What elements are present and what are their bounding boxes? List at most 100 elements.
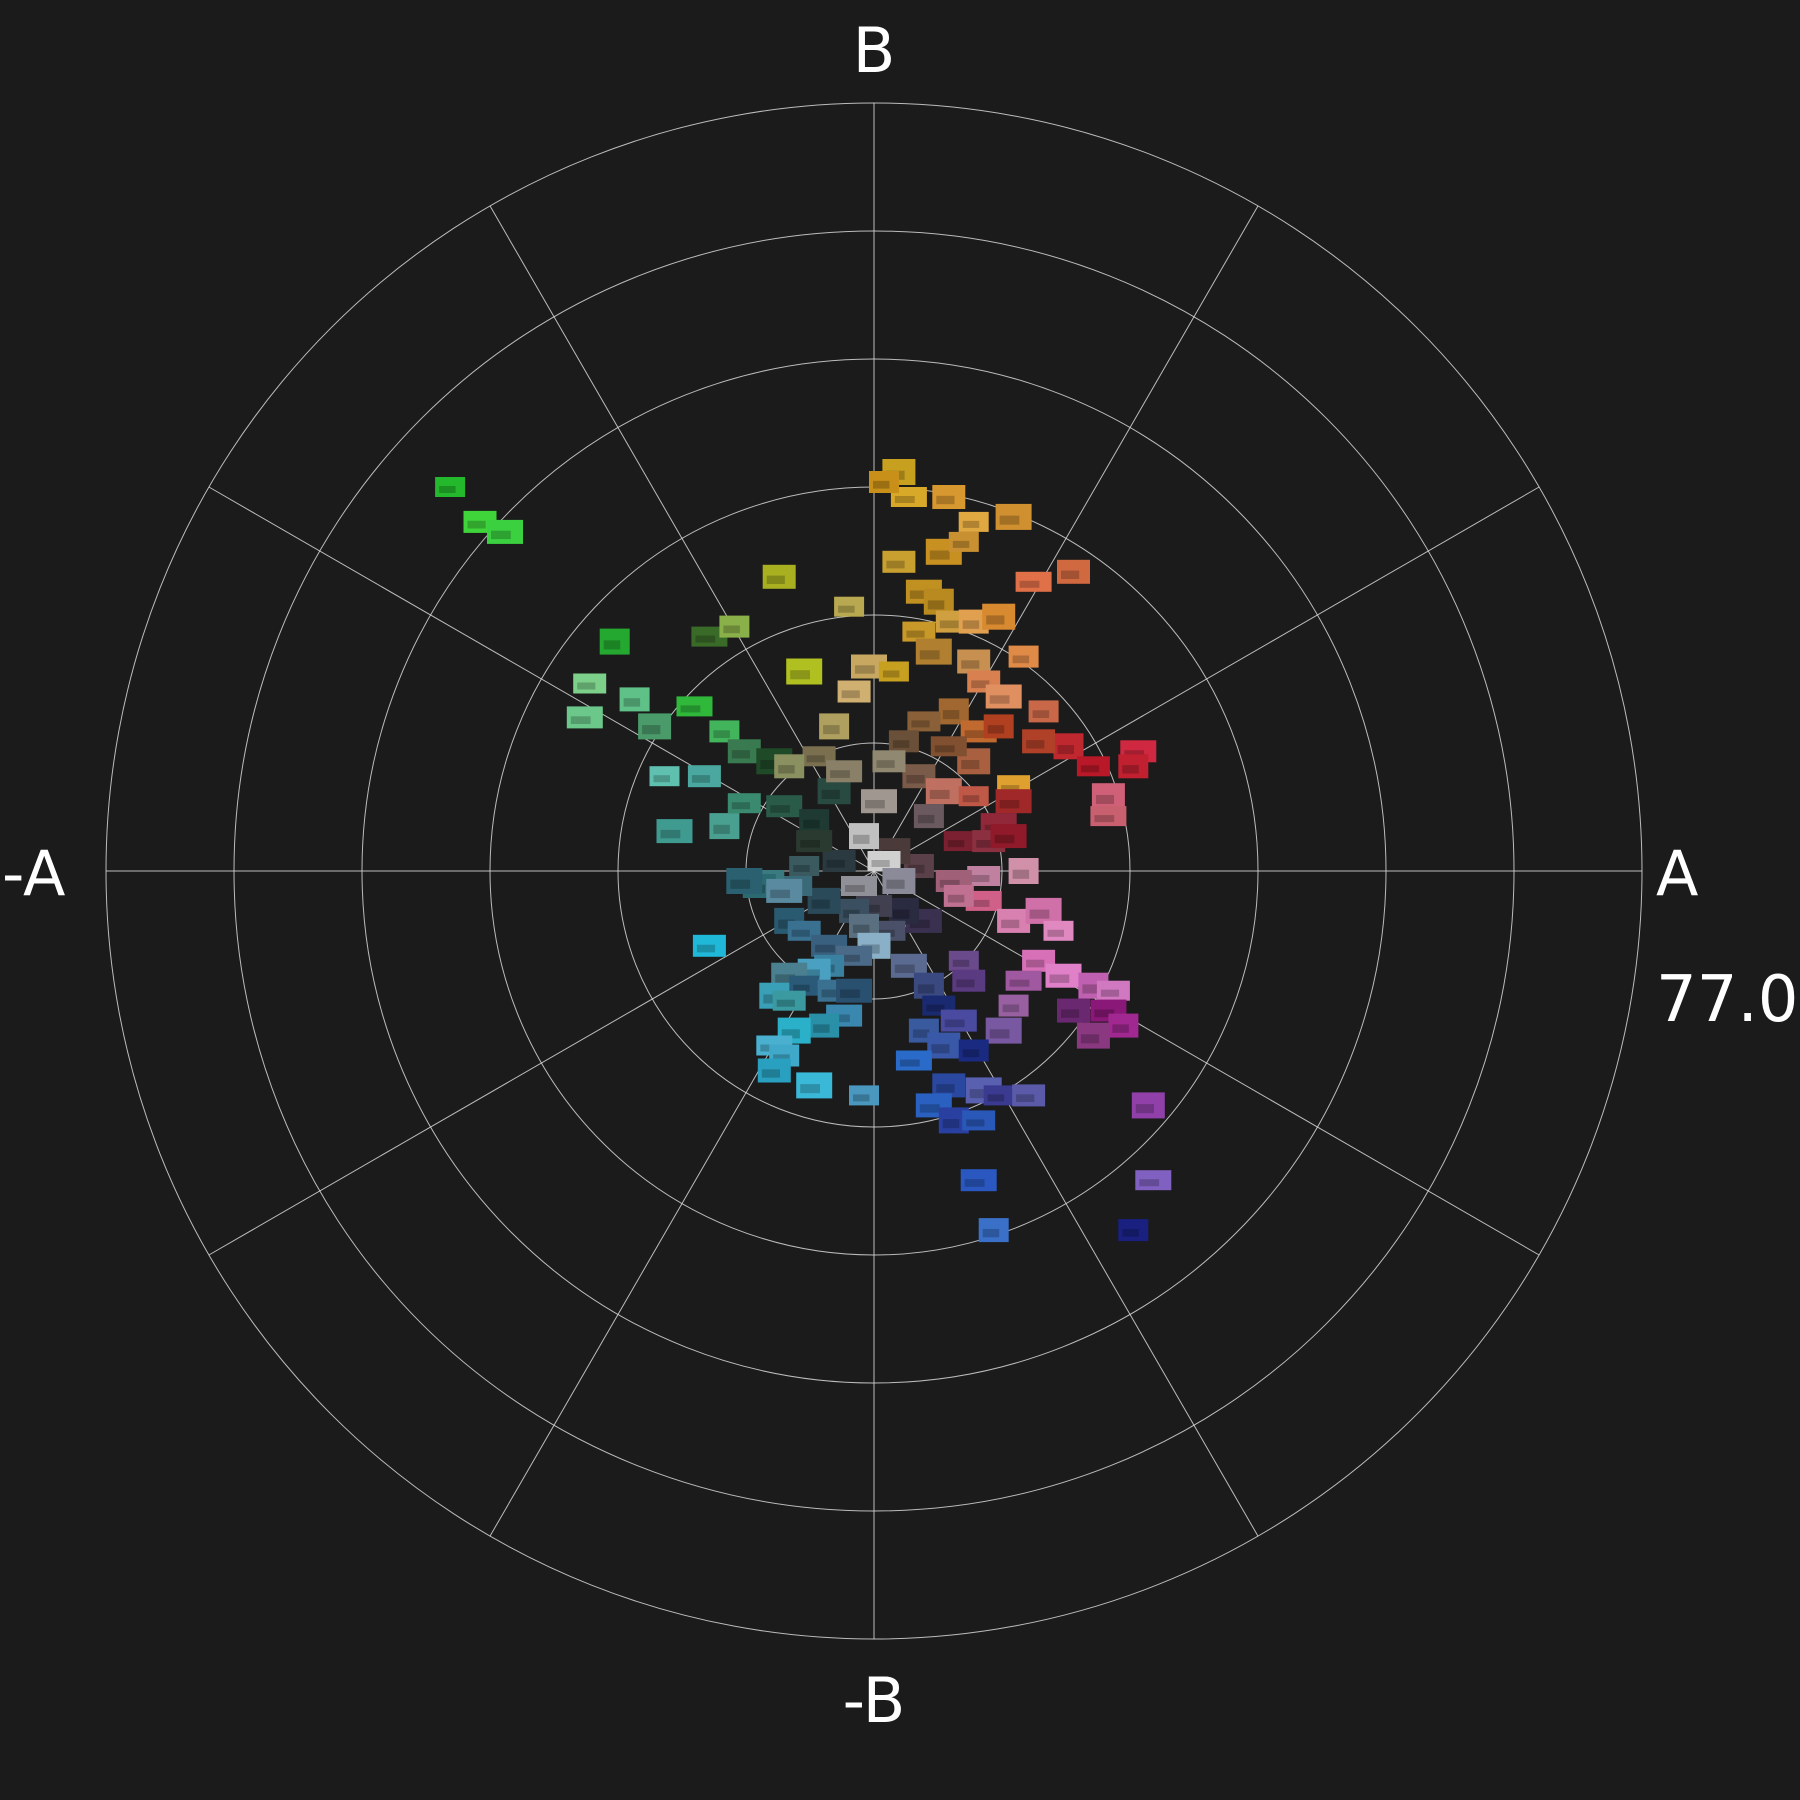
data-points: [435, 459, 1172, 1243]
data-point: [985, 684, 1022, 709]
data-point: [940, 1009, 977, 1032]
data-point: [878, 661, 909, 682]
data-point: [757, 1058, 791, 1083]
data-point: [888, 730, 919, 753]
data-point: [1053, 733, 1084, 760]
data-point: [676, 696, 713, 717]
data-point: [772, 990, 806, 1011]
data-point: [958, 511, 989, 532]
data-point: [1025, 897, 1062, 924]
data-point: [861, 789, 897, 814]
data-point: [943, 831, 974, 852]
data-point: [649, 766, 680, 787]
data-point: [1090, 806, 1127, 827]
data-point: [726, 868, 763, 894]
data-point: [1096, 980, 1130, 1001]
data-point: [1012, 1084, 1046, 1107]
data-point: [913, 972, 944, 999]
data-point: [923, 588, 954, 615]
data-point: [691, 626, 728, 647]
data-point: [573, 673, 607, 694]
data-point: [799, 809, 830, 834]
data-point: [762, 564, 796, 589]
data-point: [766, 878, 803, 903]
data-point: [656, 819, 693, 844]
data-point: [687, 765, 721, 788]
data-point: [709, 813, 740, 840]
data-point: [907, 711, 941, 732]
grid-spoke: [873, 205, 1259, 872]
data-point: [1131, 1092, 1165, 1119]
data-point: [789, 856, 820, 876]
data-point: [958, 1039, 989, 1062]
data-point: [836, 978, 873, 1003]
data-point: [807, 887, 841, 914]
data-point: [998, 994, 1029, 1017]
axis-label-neg-a: -A: [2, 837, 66, 910]
data-point: [826, 760, 863, 783]
data-point: [985, 1017, 1022, 1044]
data-point: [872, 750, 906, 773]
data-point: [766, 795, 803, 818]
data-point: [837, 680, 871, 703]
data-point: [882, 550, 916, 573]
data-point: [727, 793, 761, 814]
data-point: [948, 531, 979, 552]
data-point: [796, 1072, 833, 1099]
data-point: [915, 638, 952, 665]
axis-label-b: B: [852, 14, 896, 87]
data-point: [943, 884, 974, 907]
data-point: [995, 789, 1032, 814]
data-point: [867, 851, 901, 871]
data-point: [958, 786, 989, 807]
data-point: [1118, 1219, 1149, 1242]
data-point: [967, 866, 1001, 886]
data-point: [888, 897, 919, 924]
grid-spoke: [873, 486, 1540, 872]
data-point: [952, 969, 986, 992]
data-point: [1022, 729, 1056, 754]
data-point: [836, 945, 873, 966]
data-point: [834, 596, 865, 617]
data-point: [819, 713, 850, 740]
data-point: [619, 687, 650, 712]
data-point: [995, 503, 1032, 530]
data-point: [1057, 998, 1090, 1023]
axis-label-a: A: [1656, 837, 1699, 910]
data-point: [990, 824, 1027, 849]
data-point: [566, 706, 603, 729]
data-point: [1091, 783, 1125, 810]
data-point: [599, 628, 630, 655]
data-point: [1045, 963, 1082, 988]
data-point: [1076, 1022, 1110, 1049]
data-point: [983, 1085, 1014, 1106]
data-point: [960, 1169, 997, 1192]
data-point: [983, 714, 1014, 739]
grid-spoke: [873, 870, 1540, 1256]
data-point: [1005, 970, 1042, 991]
data-point: [1135, 1170, 1172, 1191]
data-point: [786, 658, 823, 685]
radial-scale-label: 77.0: [1656, 963, 1799, 1037]
data-point: [709, 720, 740, 743]
data-point: [1108, 1013, 1139, 1038]
data-point: [938, 698, 969, 725]
data-point: [978, 1218, 1009, 1243]
data-point: [982, 603, 1016, 630]
data-point: [435, 477, 466, 497]
data-point: [932, 485, 966, 509]
data-point: [796, 830, 833, 853]
grid-spoke: [208, 870, 875, 1256]
grid-spoke: [208, 486, 875, 872]
data-point: [1008, 858, 1039, 884]
data-point: [927, 1032, 961, 1059]
data-point: [774, 754, 805, 779]
data-point: [869, 471, 899, 493]
data-point: [849, 823, 879, 850]
data-point: [809, 1013, 840, 1038]
polar-grid: [105, 102, 1643, 1640]
data-point: [930, 736, 967, 757]
data-point: [719, 615, 750, 638]
